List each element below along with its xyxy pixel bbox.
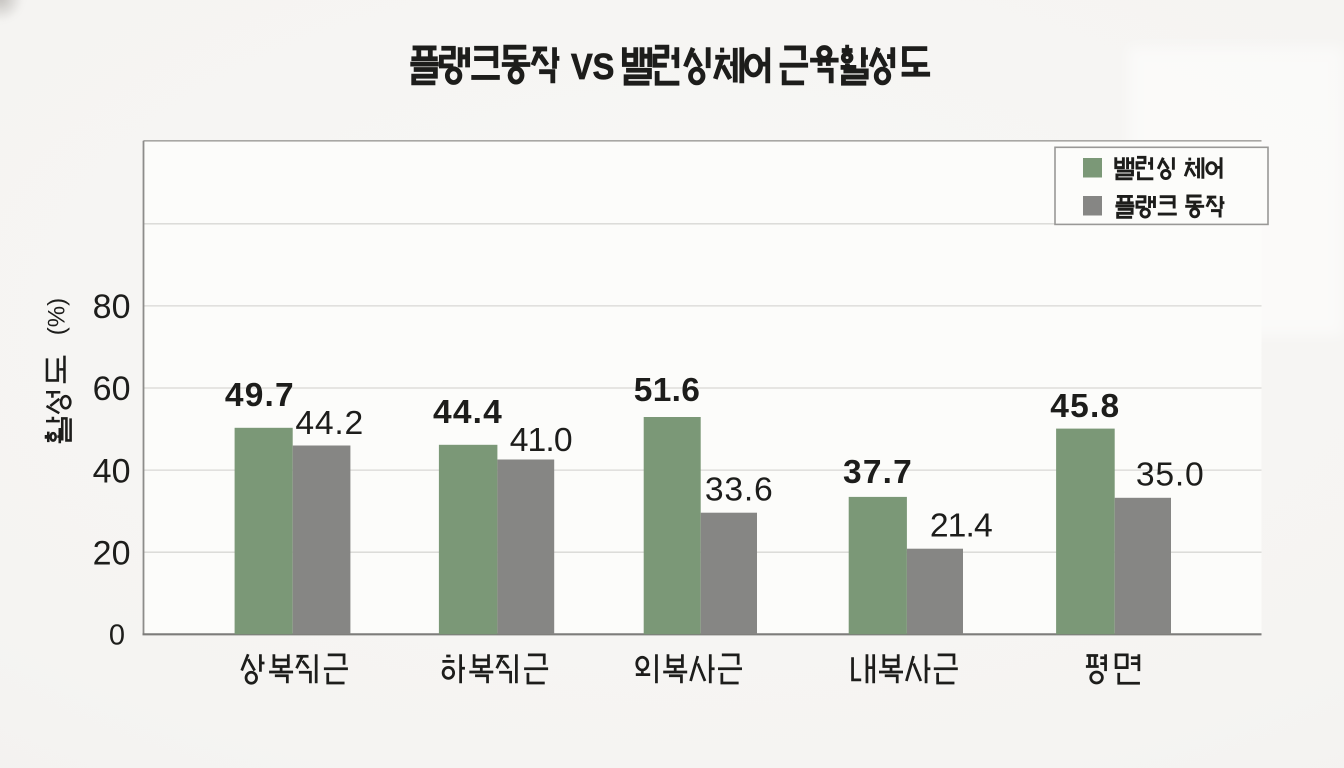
- svg-text:41.0: 41.0: [510, 421, 572, 459]
- svg-text:44.4: 44.4: [433, 394, 503, 431]
- svg-text:40: 40: [93, 452, 131, 490]
- svg-text:44.2: 44.2: [295, 404, 364, 442]
- svg-text:21.4: 21.4: [930, 506, 992, 544]
- svg-text:80: 80: [93, 288, 131, 326]
- svg-text:(%): (%): [44, 298, 71, 335]
- svg-text:51.6: 51.6: [634, 372, 700, 409]
- svg-text:35.0: 35.0: [1136, 455, 1205, 493]
- svg-text:VS: VS: [571, 47, 614, 87]
- svg-text:49.7: 49.7: [225, 377, 295, 414]
- svg-text:33.6: 33.6: [705, 471, 774, 509]
- svg-text:20: 20: [93, 534, 131, 572]
- svg-text:0: 0: [109, 619, 125, 651]
- svg-text:37.7: 37.7: [843, 454, 913, 491]
- svg-text:45.8: 45.8: [1050, 388, 1120, 425]
- svg-text:60: 60: [93, 370, 131, 408]
